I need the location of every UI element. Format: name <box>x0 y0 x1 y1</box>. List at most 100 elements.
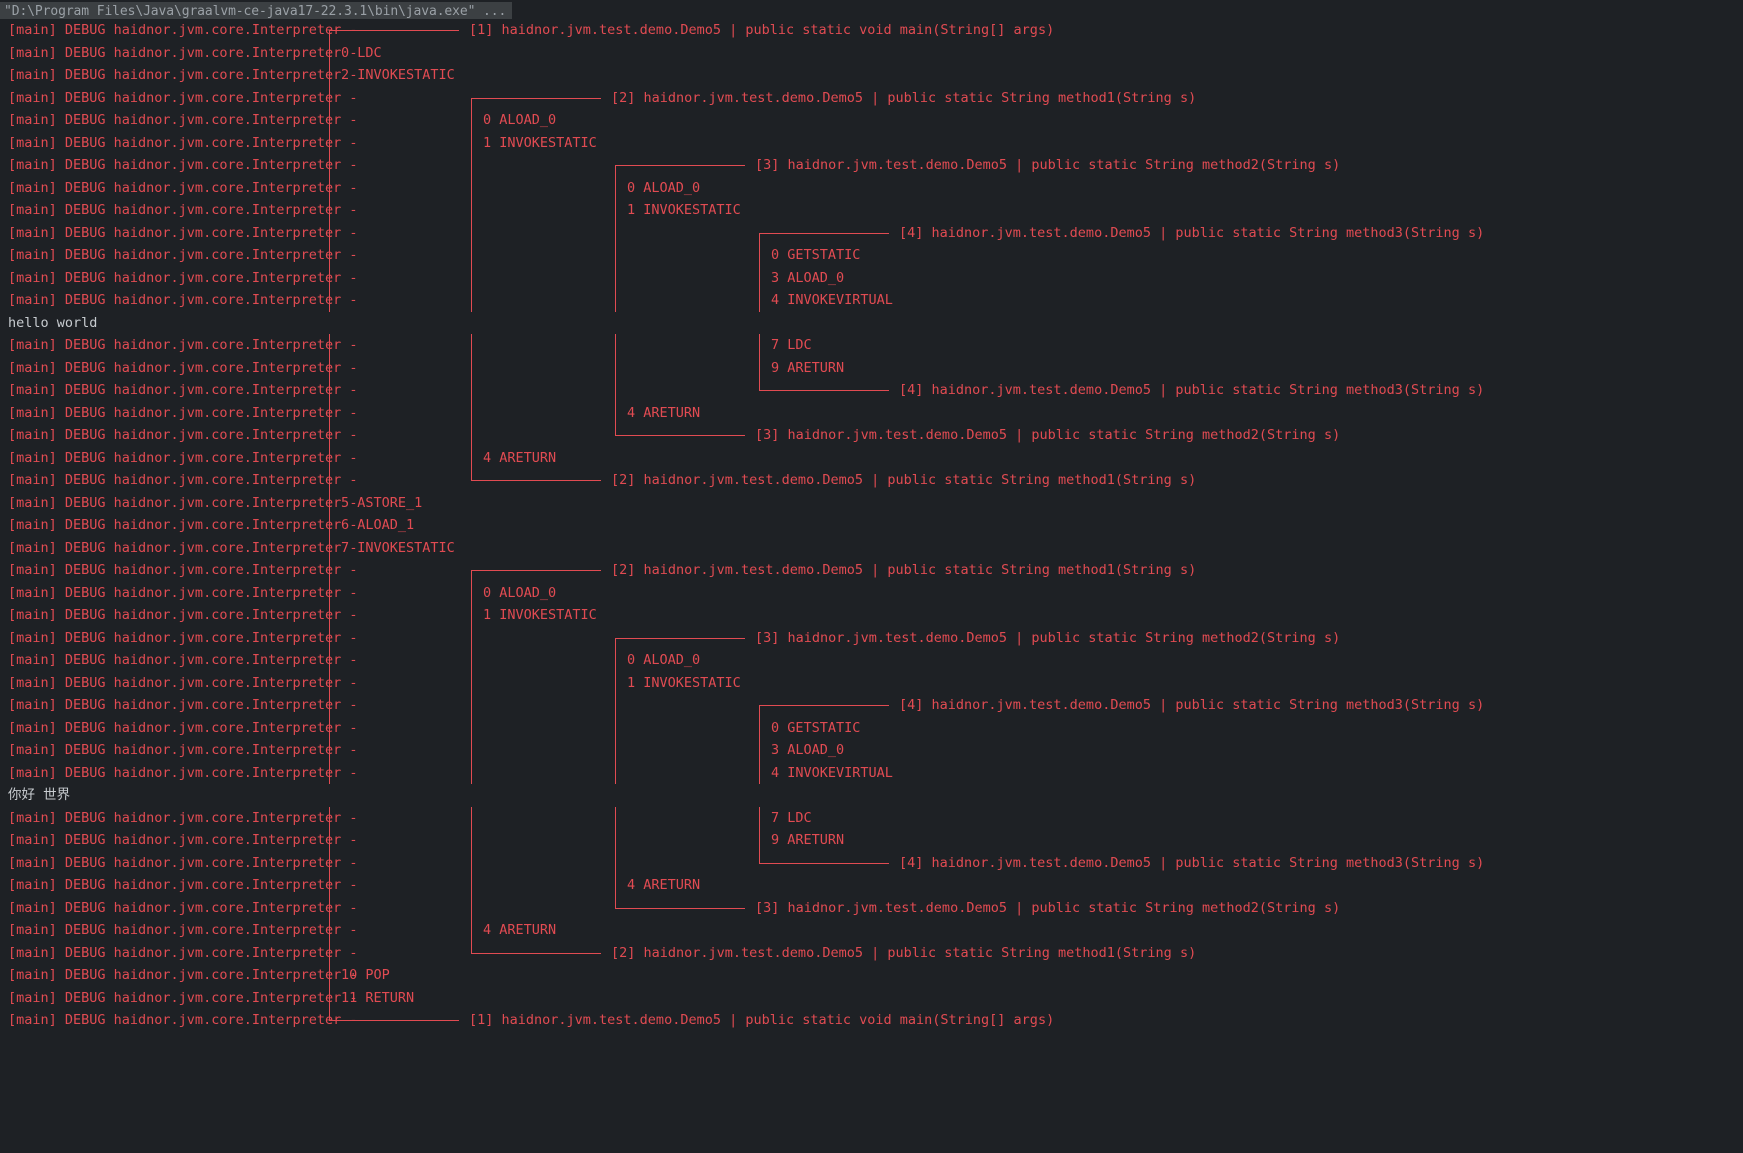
tree-vertical-bar <box>615 806 616 829</box>
log-line: [main] DEBUG haidnor.jvm.core.Interprete… <box>0 221 1743 244</box>
tree-vertical-bar <box>471 199 472 222</box>
log-line: [main] DEBUG haidnor.jvm.core.Interprete… <box>0 446 1743 469</box>
log-line: [main] DEBUG haidnor.jvm.core.Interprete… <box>0 896 1743 919</box>
log-prefix: [main] DEBUG haidnor.jvm.core.Interprete… <box>8 1012 358 1028</box>
log-line: [main] DEBUG haidnor.jvm.core.Interprete… <box>0 401 1743 424</box>
log-prefix: [main] DEBUG haidnor.jvm.core.Interprete… <box>8 832 358 848</box>
bytecode-instruction: 0 LDC <box>341 44 382 61</box>
tree-vertical-bar <box>759 244 760 267</box>
bytecode-instruction: 9 ARETURN <box>771 359 845 376</box>
log-line: [main] DEBUG haidnor.jvm.core.Interprete… <box>0 356 1743 379</box>
tree-frame-enter-connector <box>759 705 889 717</box>
log-line: [main] DEBUG haidnor.jvm.core.Interprete… <box>0 64 1743 87</box>
log-prefix: [main] DEBUG haidnor.jvm.core.Interprete… <box>8 44 358 61</box>
log-line: [main] DEBUG haidnor.jvm.core.Interprete… <box>0 694 1743 717</box>
log-line: [main] DEBUG haidnor.jvm.core.Interprete… <box>0 244 1743 267</box>
tree-vertical-bar <box>471 446 472 469</box>
stack-frame-label: [3] haidnor.jvm.test.demo.Demo5 | public… <box>755 629 1341 646</box>
tree-vertical-bar <box>615 671 616 694</box>
tree-vertical-bar <box>471 694 472 717</box>
bytecode-instruction: 0 GETSTATIC <box>771 247 861 263</box>
program-stdout-text: hello world <box>8 314 98 331</box>
tree-vertical-bar <box>471 739 472 762</box>
tree-vertical-bar <box>615 761 616 784</box>
tree-vertical-bar <box>759 716 760 739</box>
window-titlebar: "D:\Program Files\Java\graalvm-ce-java17… <box>0 0 1743 21</box>
stdout-line: hello world <box>0 312 1743 335</box>
tree-vertical-bar <box>471 896 472 919</box>
log-prefix: [main] DEBUG haidnor.jvm.core.Interprete… <box>8 359 358 376</box>
log-prefix: [main] DEBUG haidnor.jvm.core.Interprete… <box>8 337 358 353</box>
bytecode-instruction: 4 ARETURN <box>483 449 557 466</box>
log-line: [main] DEBUG haidnor.jvm.core.Interprete… <box>0 964 1743 987</box>
log-line: [main] DEBUG haidnor.jvm.core.Interprete… <box>0 154 1743 177</box>
bytecode-instruction: 3 ALOAD_0 <box>771 269 845 286</box>
log-prefix: [main] DEBUG haidnor.jvm.core.Interprete… <box>8 494 358 511</box>
console-output[interactable]: [main] DEBUG haidnor.jvm.core.Interprete… <box>0 19 1743 1153</box>
stack-frame-label: [3] haidnor.jvm.test.demo.Demo5 | public… <box>755 899 1341 916</box>
bytecode-instruction: 10 POP <box>341 967 390 983</box>
tree-frame-exit-connector <box>615 896 745 909</box>
log-line: [main] DEBUG haidnor.jvm.core.Interprete… <box>0 829 1743 852</box>
stack-frame-label: [2] haidnor.jvm.test.demo.Demo5 | public… <box>611 472 1197 488</box>
log-prefix: [main] DEBUG haidnor.jvm.core.Interprete… <box>8 607 358 623</box>
log-line: [main] DEBUG haidnor.jvm.core.Interprete… <box>0 176 1743 199</box>
tree-vertical-bar <box>471 266 472 289</box>
bytecode-instruction: 3 ALOAD_0 <box>771 742 845 758</box>
log-line: [main] DEBUG haidnor.jvm.core.Interprete… <box>0 491 1743 514</box>
log-line: [main] DEBUG haidnor.jvm.core.Interprete… <box>0 919 1743 942</box>
log-line: [main] DEBUG haidnor.jvm.core.Interprete… <box>0 604 1743 627</box>
log-prefix: [main] DEBUG haidnor.jvm.core.Interprete… <box>8 449 358 466</box>
tree-vertical-bar <box>471 716 472 739</box>
log-prefix: [main] DEBUG haidnor.jvm.core.Interprete… <box>8 652 358 668</box>
tree-vertical-bar <box>615 694 616 717</box>
log-prefix: [main] DEBUG haidnor.jvm.core.Interprete… <box>8 22 358 38</box>
log-prefix: [main] DEBUG haidnor.jvm.core.Interprete… <box>8 877 358 893</box>
tree-vertical-bar <box>615 176 616 199</box>
bytecode-instruction: 4 INVOKEVIRTUAL <box>771 764 893 781</box>
log-line: [main] DEBUG haidnor.jvm.core.Interprete… <box>0 379 1743 402</box>
tree-vertical-bar <box>615 379 616 402</box>
tree-frame-exit-connector <box>615 424 745 436</box>
tree-vertical-bar <box>615 289 616 312</box>
log-line: [main] DEBUG haidnor.jvm.core.Interprete… <box>0 424 1743 447</box>
bytecode-instruction: 0 GETSTATIC <box>771 719 861 736</box>
stack-frame-label: [2] haidnor.jvm.test.demo.Demo5 | public… <box>611 562 1197 578</box>
log-line: [main] DEBUG haidnor.jvm.core.Interprete… <box>0 626 1743 649</box>
tree-vertical-bar <box>759 334 760 357</box>
log-line: [main] DEBUG haidnor.jvm.core.Interprete… <box>0 536 1743 559</box>
bytecode-instruction: 0 ALOAD_0 <box>627 652 701 668</box>
program-stdout-text: 你好 世界 <box>8 787 71 803</box>
bytecode-instruction: 7 INVOKESTATIC <box>341 539 455 556</box>
log-line: [main] DEBUG haidnor.jvm.core.Interprete… <box>0 986 1743 1009</box>
bytecode-instruction: 7 LDC <box>771 337 812 353</box>
stack-frame-label: [1] haidnor.jvm.test.demo.Demo5 | public… <box>469 22 1055 38</box>
log-line: [main] DEBUG haidnor.jvm.core.Interprete… <box>0 469 1743 492</box>
log-line: [main] DEBUG haidnor.jvm.core.Interprete… <box>0 806 1743 829</box>
tree-vertical-bar <box>615 221 616 244</box>
tree-vertical-bar <box>471 109 472 132</box>
log-prefix: [main] DEBUG haidnor.jvm.core.Interprete… <box>8 382 358 398</box>
tree-vertical-bar <box>471 379 472 402</box>
tree-vertical-bar <box>759 266 760 289</box>
log-line: [main] DEBUG haidnor.jvm.core.Interprete… <box>0 739 1743 762</box>
tree-vertical-bar <box>759 289 760 312</box>
tree-vertical-bar <box>471 131 472 154</box>
tree-vertical-bar <box>471 244 472 267</box>
tree-vertical-bar <box>471 401 472 424</box>
log-line: [main] DEBUG haidnor.jvm.core.Interprete… <box>0 716 1743 739</box>
stack-frame-label: [2] haidnor.jvm.test.demo.Demo5 | public… <box>611 89 1197 106</box>
log-line: [main] DEBUG haidnor.jvm.core.Interprete… <box>0 334 1743 357</box>
stack-frame-label: [3] haidnor.jvm.test.demo.Demo5 | public… <box>755 427 1341 443</box>
log-line: [main] DEBUG haidnor.jvm.core.Interprete… <box>0 941 1743 964</box>
tree-vertical-bar <box>471 851 472 874</box>
tree-vertical-bar <box>471 874 472 897</box>
tree-vertical-bar <box>471 649 472 672</box>
tree-vertical-bar <box>471 761 472 784</box>
log-prefix: [main] DEBUG haidnor.jvm.core.Interprete… <box>8 899 358 916</box>
log-prefix: [main] DEBUG haidnor.jvm.core.Interprete… <box>8 539 358 556</box>
bytecode-instruction: 4 INVOKEVIRTUAL <box>771 292 893 308</box>
log-line: [main] DEBUG haidnor.jvm.core.Interprete… <box>0 851 1743 874</box>
log-line: [main] DEBUG haidnor.jvm.core.Interprete… <box>0 131 1743 154</box>
tree-vertical-bar <box>471 356 472 379</box>
